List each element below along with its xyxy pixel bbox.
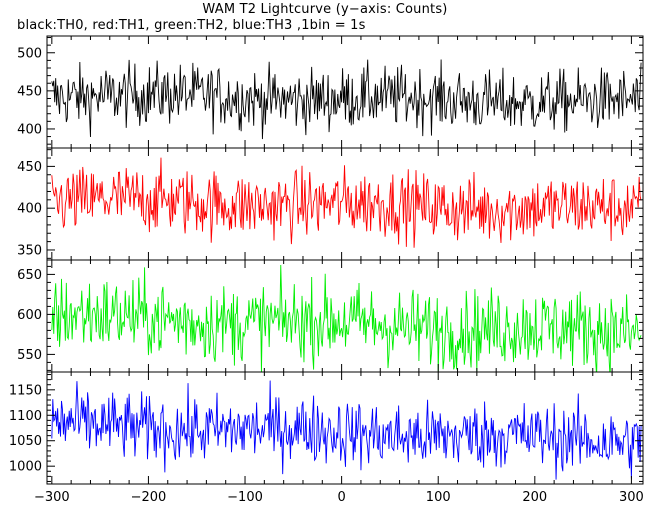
x-tick-label: −300: [34, 490, 70, 505]
series-line-th0: [51, 59, 642, 140]
y-tick-label: 400: [17, 122, 42, 137]
y-tick-label: 450: [17, 160, 42, 175]
series-line-th3: [51, 380, 642, 480]
y-tick-label: 600: [17, 308, 42, 323]
y-tick-label: 350: [17, 243, 42, 258]
x-tick-label: 0: [337, 490, 345, 505]
series-line-th2: [51, 264, 642, 372]
chart-title: WAM T2 Lightcurve (y−axis: Counts): [202, 2, 448, 17]
y-tick-label: 550: [17, 348, 42, 363]
panel-frame-th3: [46, 371, 644, 485]
y-tick-label: 1150: [9, 383, 42, 398]
y-tick-label: 1000: [9, 460, 42, 475]
series-line-th1: [51, 157, 642, 248]
y-tick-label: 1100: [9, 409, 42, 424]
x-tick-label: 300: [619, 490, 644, 505]
x-tick-label: 100: [426, 490, 451, 505]
y-tick-label: 500: [17, 46, 42, 61]
x-tick-label: 200: [522, 490, 547, 505]
y-tick-label: 400: [17, 202, 42, 217]
x-tick-label: −200: [131, 490, 167, 505]
y-tick-label: 650: [17, 268, 42, 283]
y-tick-label: 450: [17, 84, 42, 99]
x-tick-label: −100: [227, 490, 263, 505]
chart-subtitle: black:TH0, red:TH1, green:TH2, blue:TH3 …: [17, 18, 366, 33]
y-tick-label: 1050: [9, 434, 42, 449]
